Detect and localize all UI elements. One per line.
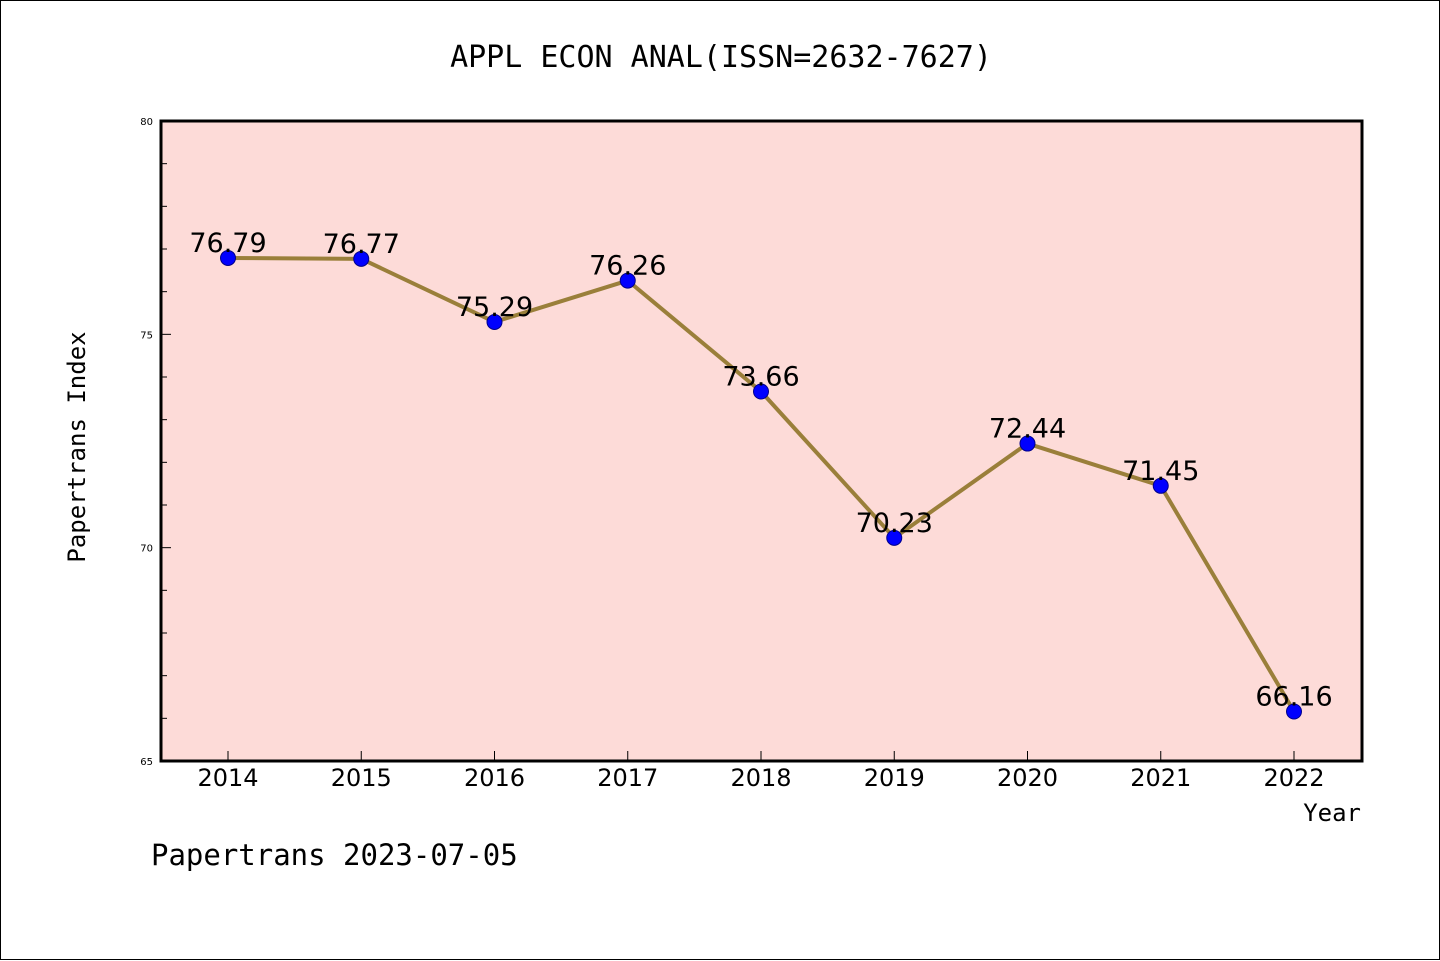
y-tick-label: 65 — [140, 757, 153, 768]
x-axis-ticks: 2014 2015 2016 2017 2018 2019 2020 2021 2022 — [197, 751, 1325, 792]
chart-title: APPL ECON ANAL(ISSN=2632-7627) — [450, 40, 992, 75]
data-label: 73.66 — [722, 362, 799, 393]
x-tick-label: 2021 — [1130, 764, 1191, 792]
data-label-group: 76.79 76.77 75.29 76.26 73.66 70.23 72.44 71.45… — [189, 228, 1332, 713]
data-label: 76.79 — [189, 228, 266, 259]
data-label: 75.29 — [456, 292, 533, 323]
x-tick-label: 2020 — [997, 764, 1058, 792]
x-tick-label: 2018 — [730, 764, 791, 792]
plot-border — [159, 119, 1364, 763]
x-tick-label: 2019 — [864, 764, 925, 792]
data-label: 66.16 — [1255, 682, 1332, 713]
data-label: 71.45 — [1122, 456, 1199, 487]
y-tick-label: 75 — [140, 330, 153, 341]
data-point-marker — [886, 529, 903, 546]
data-label: 72.44 — [989, 414, 1066, 445]
x-tick-label: 2017 — [597, 764, 658, 792]
data-point-marker — [753, 383, 769, 400]
x-axis-label: Year — [1303, 799, 1361, 827]
data-point-marker — [619, 272, 636, 289]
marker-group — [220, 249, 1302, 720]
data-point-marker — [1019, 435, 1036, 452]
x-tick-label: 2014 — [197, 764, 258, 792]
data-label: 76.26 — [589, 251, 666, 282]
y-tick-label: 80 — [140, 117, 153, 128]
data-point-marker — [486, 313, 503, 330]
data-label: 70.23 — [856, 508, 933, 539]
y-tick-label: 70 — [140, 544, 153, 555]
data-label: 76.77 — [323, 229, 400, 260]
data-point-marker — [1152, 477, 1169, 494]
footer-date-stamp: Papertrans 2023-07-05 — [151, 838, 518, 872]
data-point-marker — [1286, 703, 1302, 720]
data-point-marker — [220, 249, 236, 266]
y-axis-label: Papertrans Index — [63, 331, 91, 562]
data-point-marker — [353, 250, 370, 267]
plot-area — [161, 121, 1362, 761]
x-tick-label: 2022 — [1263, 764, 1324, 792]
x-tick-label: 2016 — [464, 764, 525, 792]
x-tick-label: 2015 — [331, 764, 392, 792]
